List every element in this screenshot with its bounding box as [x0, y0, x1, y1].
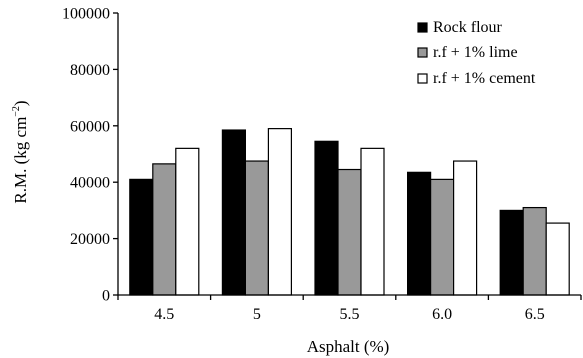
legend-label-rf-lime: r.f + 1% lime	[433, 44, 518, 61]
legend-label-rf-cement: r.f + 1% cement	[433, 70, 536, 87]
y-tick-label: 40000	[70, 175, 110, 192]
legend-swatch-rock-flour	[417, 22, 428, 33]
x-axis-label: Asphalt (%)	[307, 337, 390, 356]
legend-label-rock-flour: Rock flour	[433, 19, 503, 36]
x-tick-label: 4.5	[154, 306, 174, 323]
y-tick-label: 60000	[70, 118, 110, 135]
bar	[430, 178, 455, 296]
legend-swatch-rf-cement	[417, 73, 428, 84]
y-axis-label-superscript: −2	[11, 106, 22, 117]
x-tick-label: 5	[253, 306, 261, 323]
bars-layer	[129, 128, 570, 296]
bar	[545, 222, 570, 296]
bar	[360, 147, 385, 296]
bar	[152, 163, 177, 296]
y-axis-label-main: R.M. (kg cm	[11, 117, 30, 204]
bar	[244, 160, 269, 296]
bar	[221, 129, 246, 296]
bar	[522, 206, 547, 296]
y-tick-label: 100000	[62, 6, 110, 23]
y-tick-label: 20000	[70, 231, 110, 248]
y-axis-label: R.M. (kg cm−2)	[11, 100, 30, 203]
x-ticks: 4.5 5 5.5 6.0 6.5	[117, 295, 582, 323]
bar	[499, 209, 524, 296]
bar	[267, 128, 292, 296]
x-tick-label: 6.5	[525, 306, 545, 323]
y-axis-label-close: )	[11, 100, 30, 106]
bar	[175, 147, 200, 296]
legend: Rock flour r.f + 1% lime r.f + 1% cement	[417, 19, 536, 87]
x-tick-label: 6.0	[432, 306, 452, 323]
axes-layer	[117, 13, 581, 296]
bar	[314, 140, 339, 296]
legend-item-rock-flour: Rock flour	[417, 19, 503, 36]
y-tick-label: 80000	[70, 62, 110, 79]
x-tick-label: 5.5	[340, 306, 360, 323]
bar	[337, 168, 362, 296]
legend-swatch-rf-lime	[417, 47, 428, 58]
bar	[407, 171, 432, 296]
y-tick-label: 0	[102, 288, 110, 305]
legend-item-rf-lime: r.f + 1% lime	[417, 44, 518, 61]
y-ticks: 0 20000 40000 60000 80000 100000	[62, 6, 118, 305]
bar	[453, 160, 478, 296]
bar	[129, 178, 154, 296]
legend-item-rf-cement: r.f + 1% cement	[417, 70, 536, 87]
